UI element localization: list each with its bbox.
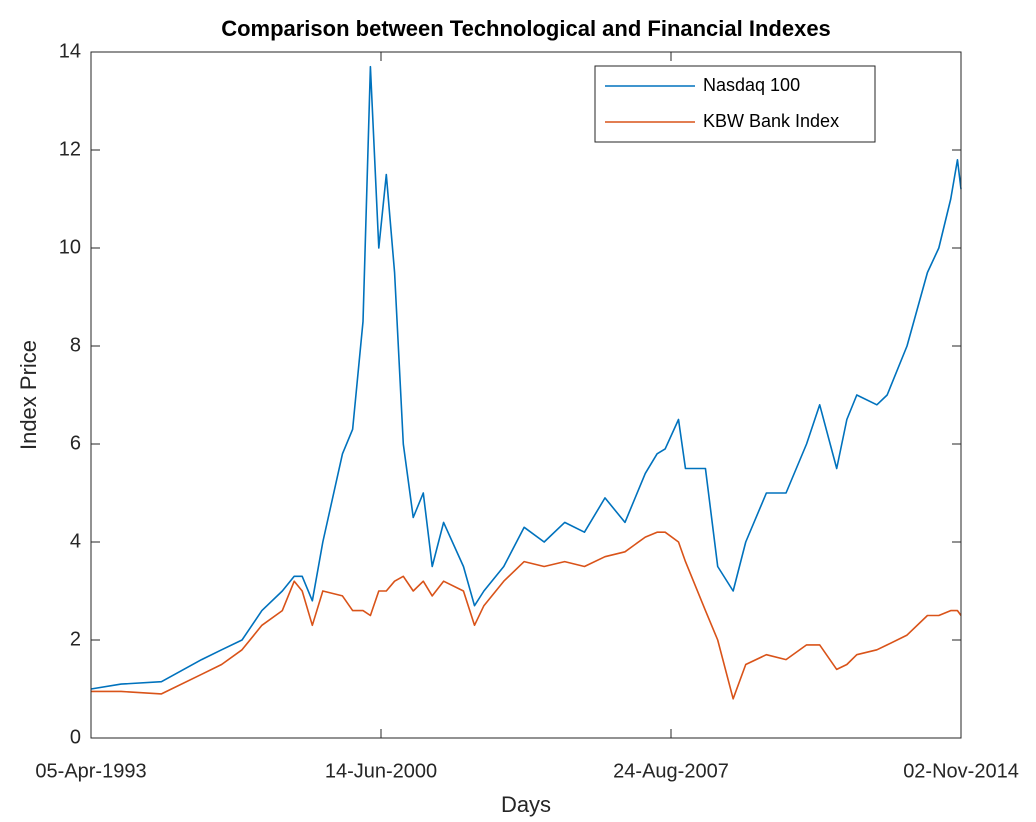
x-tick-label: 24-Aug-2007 [613, 760, 729, 782]
data-line [90, 65, 962, 690]
chart-title: Comparison between Technological and Fin… [221, 16, 831, 41]
y-tick-label: 12 [59, 138, 81, 160]
y-tick-label: 4 [70, 530, 81, 552]
data-line [91, 531, 962, 700]
legend-box [594, 65, 876, 143]
y-tick-label: 14 [59, 40, 81, 62]
x-tick-label: 02-Nov-2014 [903, 760, 1019, 782]
y-tick-label: 10 [59, 236, 81, 258]
y-axis-label: Index Price [16, 340, 41, 450]
legend-label: Nasdaq 100 [703, 75, 800, 95]
axes-box [90, 51, 962, 739]
legend-label: KBW Bank Index [703, 111, 839, 131]
y-tick-label: 8 [70, 334, 81, 356]
x-tick-label: 05-Apr-1993 [35, 760, 146, 782]
y-tick-label: 2 [70, 628, 81, 650]
y-tick-label: 0 [70, 726, 81, 748]
x-axis-label: Days [501, 792, 551, 817]
x-tick-label: 14-Jun-2000 [325, 760, 437, 782]
y-tick-label: 6 [70, 432, 81, 454]
